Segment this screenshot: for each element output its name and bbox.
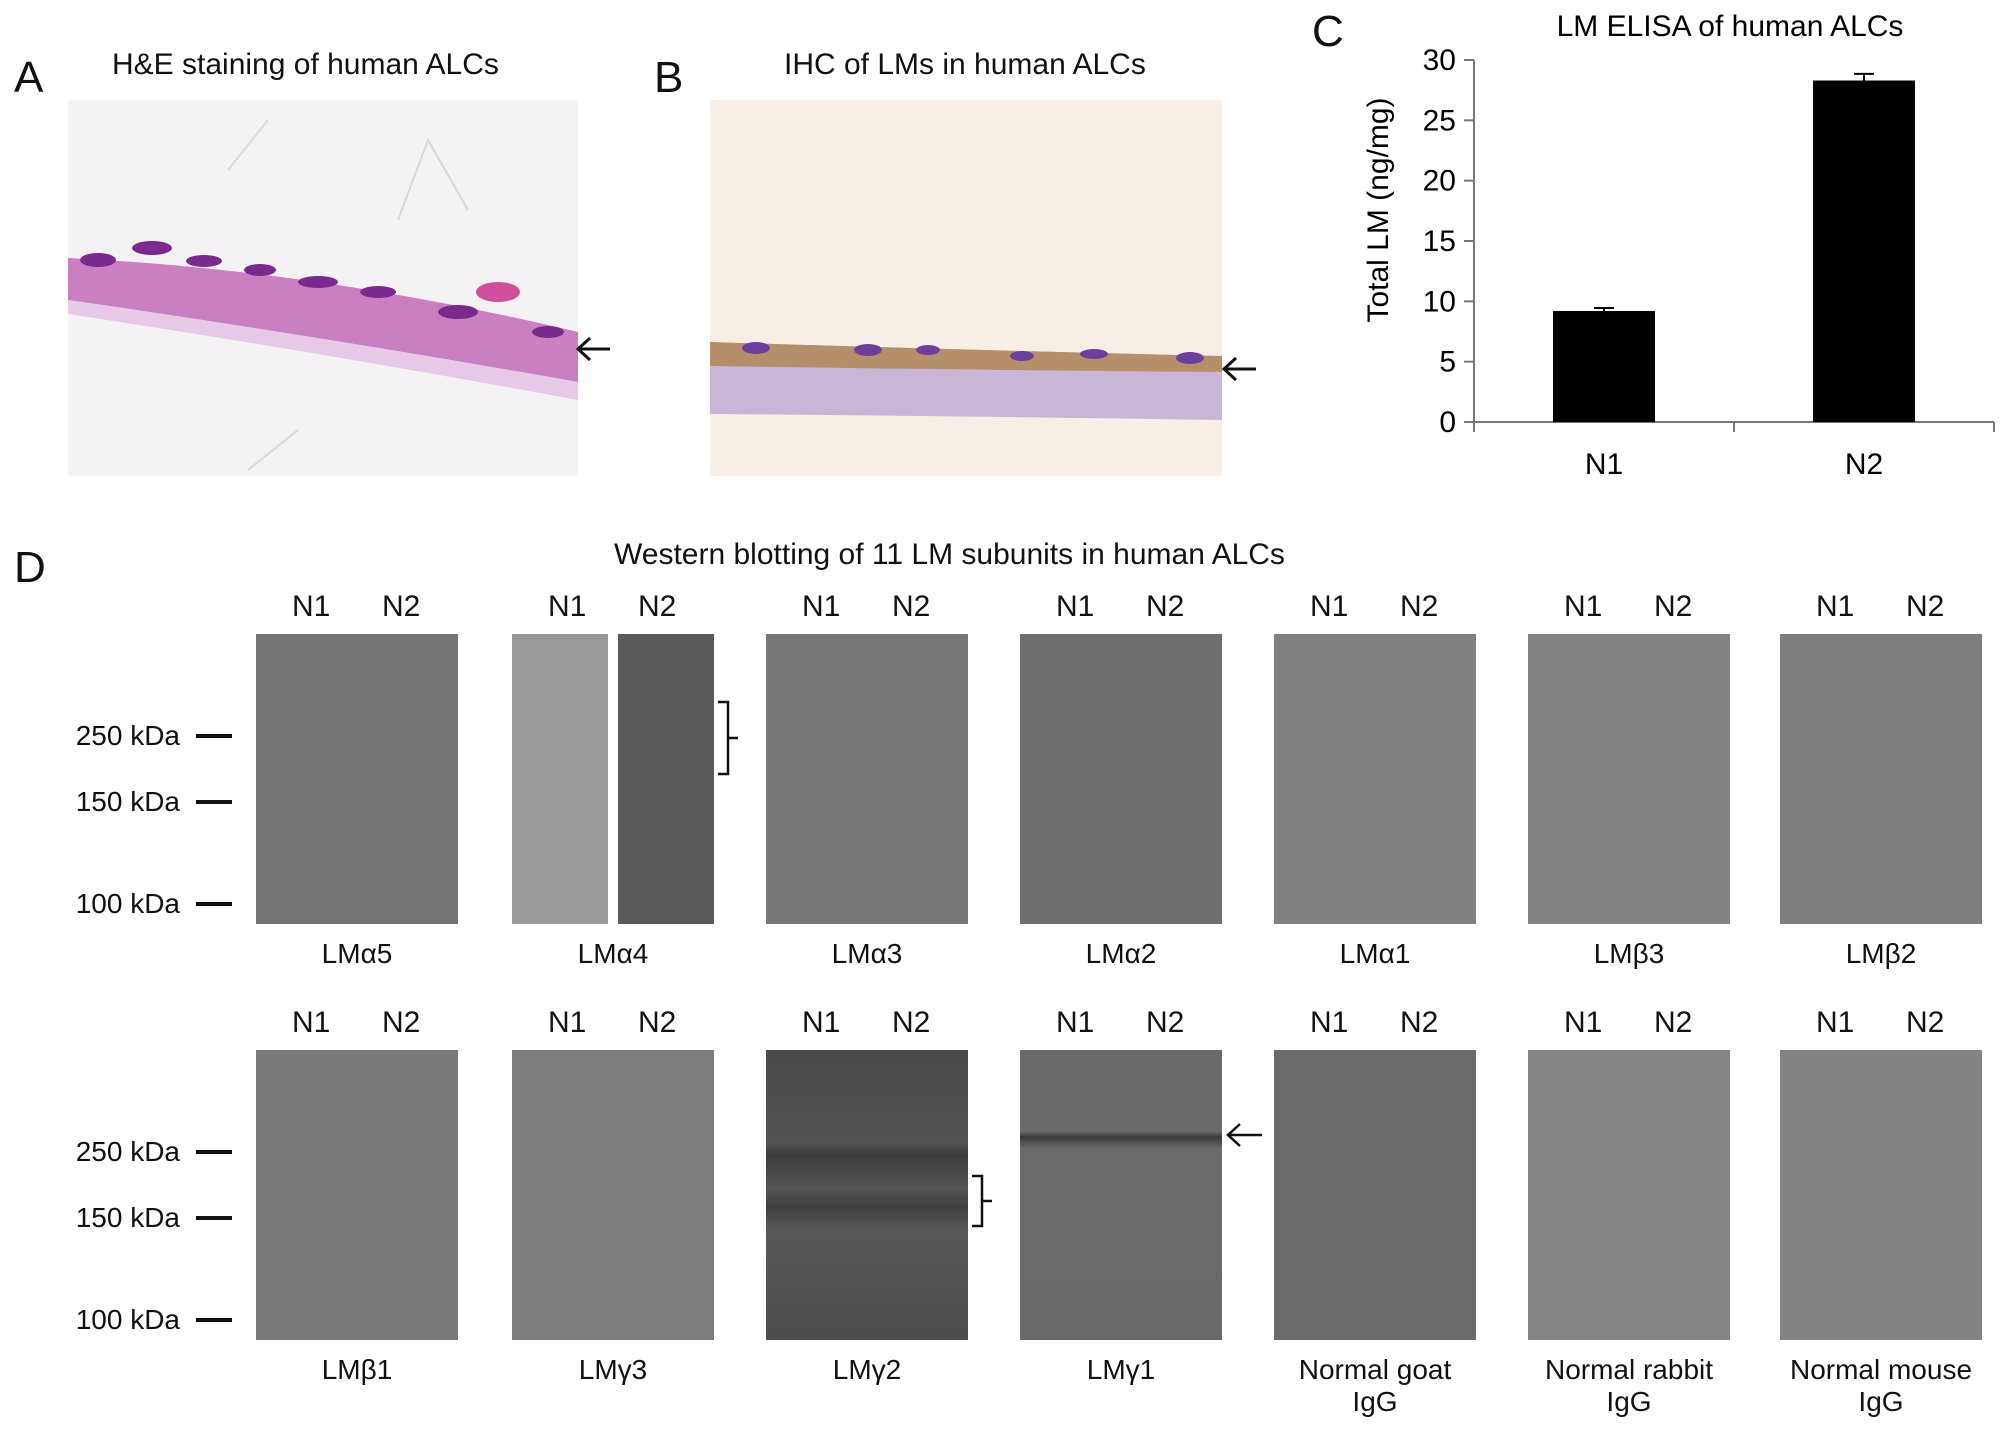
- blot-image: [256, 1050, 458, 1340]
- arrow-left-icon: [575, 336, 610, 362]
- bracket-icon: [718, 700, 738, 776]
- arrow-left-icon: [1221, 356, 1256, 382]
- lane-label-n1: N1: [292, 1006, 331, 1039]
- blot-subunit-label: LMβ3: [1593, 938, 1665, 969]
- blot-image: [1274, 1050, 1476, 1340]
- lane-label-n2: N2: [382, 590, 421, 623]
- blot-image: [1020, 634, 1222, 924]
- chart-title: LM ELISA of human ALCs: [1557, 10, 1904, 43]
- marker-tick: [196, 1149, 232, 1154]
- lane-label-n2: N2: [1906, 590, 1945, 623]
- marker-tick: [196, 1216, 232, 1221]
- ihc-image: [710, 100, 1222, 476]
- blot-subunit-label: LMα2: [1085, 938, 1157, 969]
- he-staining-image: [68, 100, 578, 476]
- lane-label-n2: N2: [892, 590, 931, 623]
- chart-y-axis-label: Total LM (ng/mg): [1362, 97, 1395, 322]
- blot-image: [512, 634, 714, 924]
- lane-label-n2: N2: [1400, 590, 1439, 623]
- lane-label-n2: N2: [638, 1006, 677, 1039]
- blot-image: [1020, 1050, 1222, 1340]
- lane-label-n2: N2: [1146, 590, 1185, 623]
- lane-label-n2: N2: [1654, 590, 1693, 623]
- panel-b-label: B: [654, 53, 684, 102]
- blot-subunit-label: LMγ2: [832, 1354, 902, 1385]
- blot-image: [766, 1050, 968, 1340]
- blot-subunit-label: LMβ1: [321, 1354, 393, 1385]
- blot-subunit-label: LMα4: [577, 938, 649, 969]
- marker-tick: [196, 800, 232, 805]
- lane-label-n1: N1: [802, 590, 841, 623]
- blot-subunit-label: LMγ1: [1086, 1354, 1156, 1385]
- y-tick-label: 0: [1439, 406, 1456, 439]
- panel-a-label: A: [14, 53, 44, 102]
- marker-label-250: 250 kDa: [75, 719, 180, 751]
- marker-tick: [196, 733, 232, 738]
- lane-label-n1: N1: [1564, 1006, 1603, 1039]
- lane-label-n1: N1: [1056, 590, 1095, 623]
- blot-image: [1528, 1050, 1730, 1340]
- blot-image: [512, 1050, 714, 1340]
- blot-subunit-label: LMα1: [1339, 938, 1411, 969]
- blot-image: [1528, 634, 1730, 924]
- blot-subunit-label: LMγ3: [578, 1354, 648, 1385]
- x-tick-label: N2: [1845, 448, 1883, 481]
- bar-n2: [1813, 80, 1915, 422]
- y-tick-label: 15: [1423, 225, 1456, 258]
- panel-d-title: Western blotting of 11 LM subunits in hu…: [614, 538, 1285, 571]
- bar-n1: [1553, 310, 1655, 422]
- blot-image: [256, 634, 458, 924]
- y-tick-label: 10: [1423, 285, 1456, 318]
- blot-image: [1780, 634, 1982, 924]
- y-tick-label: 30: [1423, 44, 1456, 77]
- panel-b-title: IHC of LMs in human ALCs: [784, 48, 1146, 81]
- blot-subunit-label: Normal mouse: [1789, 1354, 1973, 1385]
- marker-label-100: 100 kDa: [75, 1303, 180, 1335]
- blot-image: [1274, 634, 1476, 924]
- y-tick-label: 20: [1423, 165, 1456, 198]
- blot-subunit-label: LMβ2: [1845, 938, 1917, 969]
- lane-label-n1: N1: [548, 1006, 587, 1039]
- blot-subunit-label: LMα5: [321, 938, 393, 969]
- elisa-bar-chart: LM ELISA of human ALCs Total LM (ng/mg) …: [1362, 10, 1995, 481]
- blot-image: [766, 634, 968, 924]
- marker-tick: [196, 1317, 232, 1322]
- y-tick-label: 5: [1439, 346, 1456, 379]
- blot-subunit-label: LMα3: [831, 938, 903, 969]
- blot-subunit-label-line2: IgG: [1352, 1386, 1398, 1417]
- lane-label-n1: N1: [1310, 1006, 1349, 1039]
- lane-label-n2: N2: [382, 1006, 421, 1039]
- lane-label-n1: N1: [1310, 590, 1349, 623]
- lane-label-n1: N1: [1564, 590, 1603, 623]
- marker-label-150: 150 kDa: [75, 1202, 180, 1234]
- lane-label-n1: N1: [1816, 590, 1855, 623]
- marker-label-150: 150 kDa: [75, 786, 180, 818]
- y-tick-label: 25: [1423, 104, 1456, 137]
- lane-label-n2: N2: [1146, 1006, 1185, 1039]
- blot-subunit-label: Normal rabbit: [1544, 1354, 1714, 1385]
- arrow-left-icon: [1226, 1123, 1262, 1147]
- lane-label-n1: N1: [1816, 1006, 1855, 1039]
- blot-subunit-label-line2: IgG: [1858, 1386, 1904, 1417]
- lane-label-n2: N2: [638, 590, 677, 623]
- blot-subunit-label-line2: IgG: [1606, 1386, 1652, 1417]
- blot-image: [1780, 1050, 1982, 1340]
- marker-label-100: 100 kDa: [75, 887, 180, 919]
- lane-label-n1: N1: [292, 590, 331, 623]
- lane-label-n2: N2: [1654, 1006, 1693, 1039]
- lane-label-n2: N2: [892, 1006, 931, 1039]
- panel-d-label: D: [14, 543, 46, 592]
- marker-label-250: 250 kDa: [75, 1135, 180, 1167]
- lane-label-n1: N1: [548, 590, 587, 623]
- panel-c-label: C: [1312, 7, 1344, 56]
- marker-tick: [196, 901, 232, 906]
- lane-label-n1: N1: [802, 1006, 841, 1039]
- lane-label-n2: N2: [1906, 1006, 1945, 1039]
- lane-label-n2: N2: [1400, 1006, 1439, 1039]
- lane-label-n1: N1: [1056, 1006, 1095, 1039]
- blot-subunit-label: Normal goat: [1298, 1354, 1452, 1385]
- x-tick-label: N1: [1585, 448, 1623, 481]
- bracket-icon: [972, 1174, 992, 1228]
- panel-a-title: H&E staining of human ALCs: [112, 48, 499, 81]
